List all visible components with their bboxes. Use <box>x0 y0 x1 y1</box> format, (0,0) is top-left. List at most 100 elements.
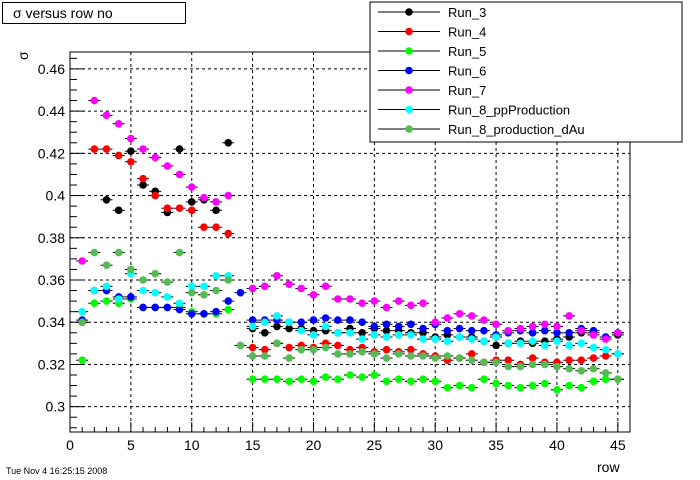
data-point <box>467 356 476 365</box>
data-point <box>614 350 622 358</box>
x-axis-label: row <box>597 459 620 475</box>
data-point <box>224 297 233 305</box>
data-point <box>139 286 147 295</box>
x-tick-label: 20 <box>306 437 322 453</box>
data-point <box>285 377 293 386</box>
data-point <box>601 369 610 377</box>
y-tick-label: 0.3 <box>46 399 66 415</box>
data-point <box>151 303 160 312</box>
data-point <box>139 145 147 153</box>
data-point <box>589 377 598 386</box>
data-point <box>528 381 537 390</box>
data-point <box>187 288 196 297</box>
data-point <box>127 147 135 156</box>
data-point <box>346 350 354 358</box>
data-point <box>540 326 549 335</box>
data-point <box>248 316 257 324</box>
data-point <box>212 206 220 215</box>
data-point <box>297 345 306 354</box>
data-point <box>78 356 86 365</box>
legend-marker <box>405 27 413 36</box>
data-point <box>273 312 281 320</box>
data-point <box>260 282 269 291</box>
data-point <box>285 343 293 352</box>
y-tick-label: 0.32 <box>38 356 65 372</box>
data-point <box>163 204 172 213</box>
data-point <box>528 322 537 331</box>
legend-marker <box>405 66 413 75</box>
data-point <box>90 286 99 295</box>
data-point <box>601 352 610 360</box>
data-point <box>540 320 549 329</box>
data-point <box>285 324 293 333</box>
data-point <box>492 379 500 388</box>
data-point <box>553 328 561 337</box>
data-point <box>577 383 586 392</box>
data-point <box>565 381 573 390</box>
data-point <box>504 362 513 371</box>
data-point <box>187 206 196 215</box>
data-point <box>297 318 306 327</box>
data-point <box>540 360 549 369</box>
data-point <box>321 322 330 331</box>
data-point <box>260 328 269 337</box>
data-point <box>187 282 196 291</box>
data-point <box>382 303 391 312</box>
data-point <box>589 331 598 339</box>
data-point <box>285 354 293 362</box>
data-point <box>589 354 598 362</box>
data-point <box>273 339 281 348</box>
data-point <box>480 358 488 367</box>
data-point <box>309 377 318 386</box>
data-point <box>248 284 257 293</box>
data-point <box>565 364 573 373</box>
data-point <box>224 276 233 284</box>
data-point <box>151 191 160 200</box>
data-point <box>407 320 415 329</box>
data-point <box>358 318 366 327</box>
data-point <box>370 331 379 339</box>
y-tick-label: 0.38 <box>38 230 65 246</box>
data-point <box>102 195 111 204</box>
data-point <box>212 271 220 280</box>
data-point <box>212 198 220 206</box>
data-point <box>248 322 257 331</box>
x-tick-label: 30 <box>427 437 443 453</box>
data-point <box>139 303 147 312</box>
data-point <box>102 145 111 153</box>
data-point <box>260 375 269 384</box>
legend-label: Run_3 <box>448 5 486 20</box>
data-point <box>334 341 342 350</box>
data-point <box>224 229 233 238</box>
data-point <box>455 381 464 390</box>
x-tick-label: 40 <box>549 437 565 453</box>
chart-title: σ versus row no <box>2 2 186 24</box>
data-point <box>492 320 500 329</box>
data-point <box>163 293 172 301</box>
data-point <box>139 276 147 284</box>
data-point <box>589 364 598 373</box>
data-point <box>309 290 318 299</box>
data-point <box>248 343 257 352</box>
data-point <box>78 257 86 265</box>
data-point <box>114 295 123 303</box>
legend-label: Run_6 <box>448 64 486 79</box>
data-point <box>200 290 208 299</box>
legend-label: Run_7 <box>448 83 486 98</box>
data-point <box>285 280 293 289</box>
data-point <box>175 204 184 213</box>
data-point <box>321 282 330 291</box>
data-point <box>565 341 573 350</box>
data-point <box>260 318 269 327</box>
data-point <box>321 343 330 352</box>
data-point <box>394 331 403 339</box>
data-points <box>76 96 624 394</box>
data-point <box>419 299 427 308</box>
data-point <box>78 318 86 327</box>
data-point <box>467 383 476 392</box>
data-point <box>90 145 99 153</box>
data-point <box>540 379 549 388</box>
data-point <box>127 293 135 301</box>
data-point <box>553 385 561 394</box>
